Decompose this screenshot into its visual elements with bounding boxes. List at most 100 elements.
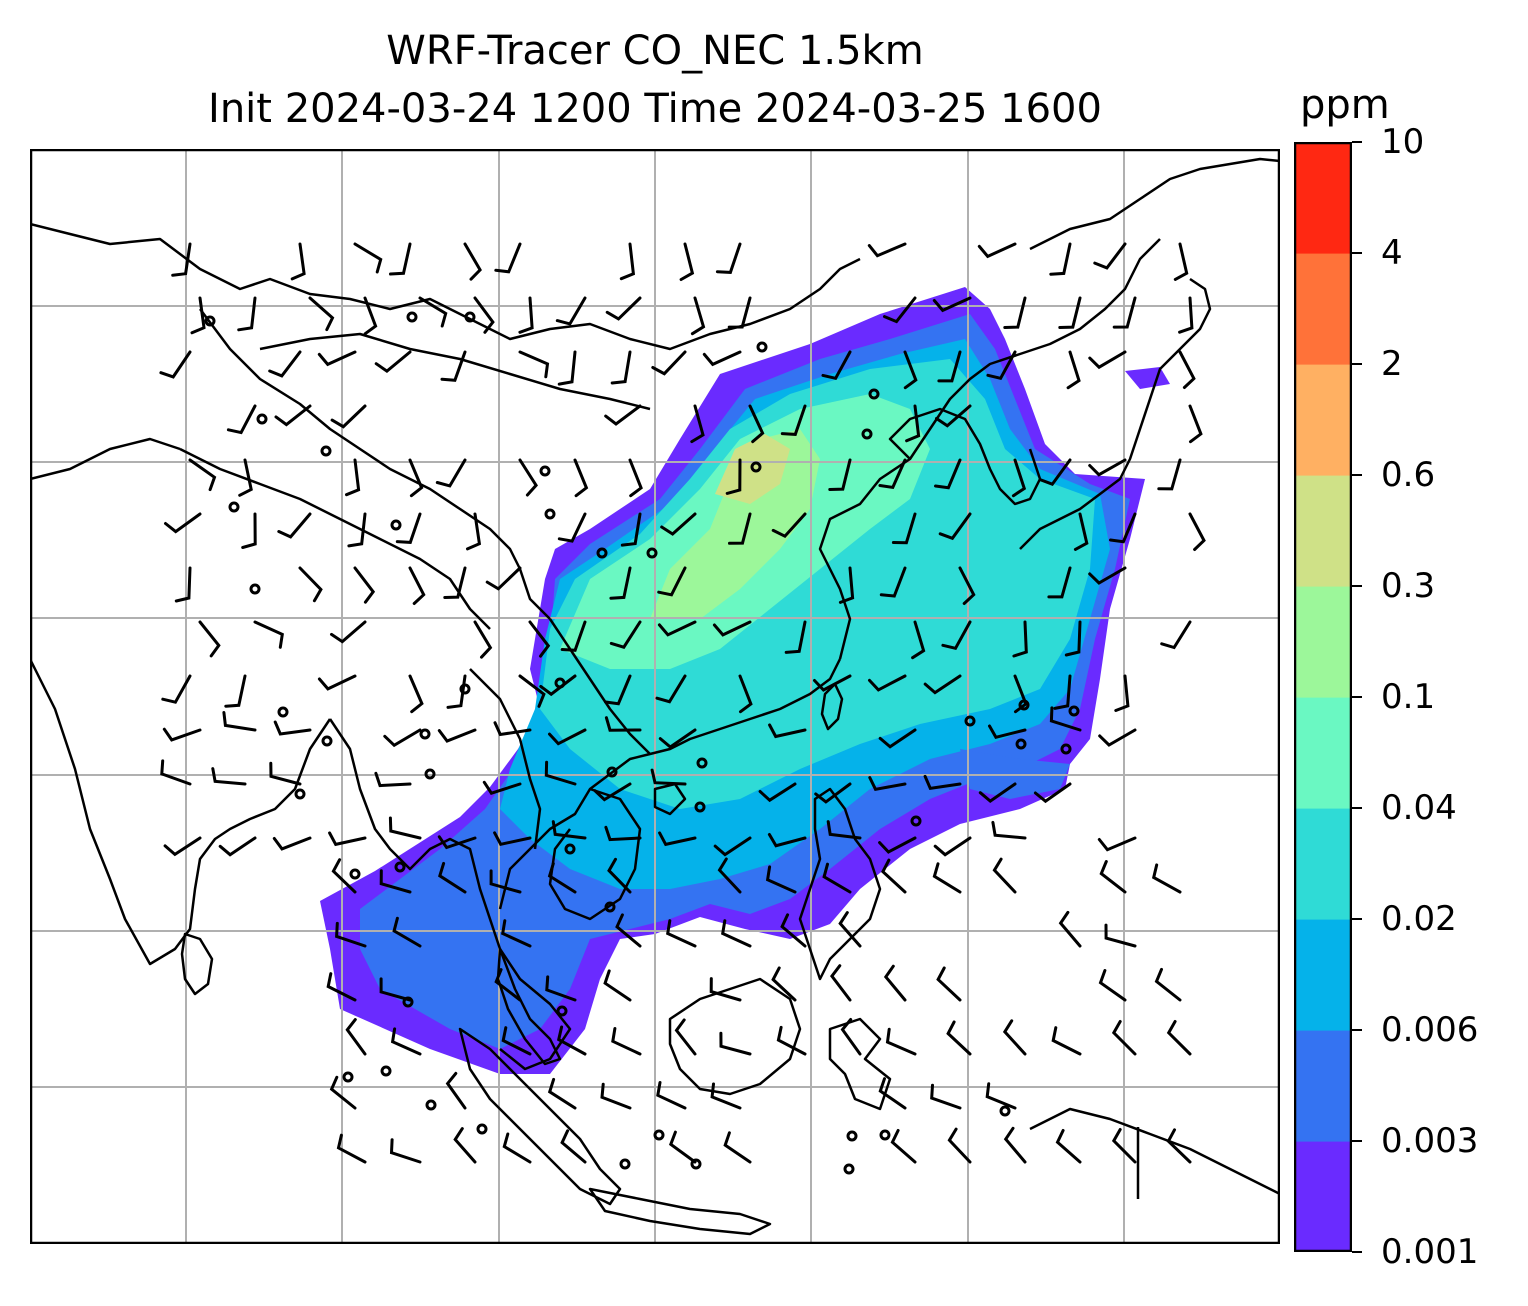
colorbar-tick-label: 0.003 <box>1381 1121 1479 1161</box>
wind-barb <box>992 857 1017 894</box>
wind-barb <box>198 620 221 658</box>
wind-barb <box>986 350 1017 381</box>
wind-barb <box>702 350 742 367</box>
wind-barb <box>1112 296 1137 329</box>
colorbar-unit-label: ppm <box>1300 82 1390 128</box>
wind-barb <box>656 1081 687 1110</box>
colorbar-tick-label: 0.001 <box>1381 1232 1479 1272</box>
colorbar-swatch <box>1294 475 1352 587</box>
wind-barb <box>881 858 907 894</box>
wind-barb <box>821 350 852 381</box>
wind-barb <box>710 1082 742 1110</box>
wind-barb <box>331 858 357 894</box>
colorbar-tick-label: 0.02 <box>1381 899 1457 939</box>
colorbar-tick-label: 0.1 <box>1381 677 1436 717</box>
wind-barb <box>780 404 807 436</box>
wind-barb <box>551 820 587 840</box>
wind-barb <box>329 1075 357 1110</box>
colorbar-tick-mark <box>1352 1251 1362 1253</box>
wind-barb <box>485 566 522 591</box>
wind-barb <box>947 1127 972 1164</box>
wind-barb <box>826 820 862 840</box>
wind-barb <box>544 760 577 786</box>
wind-barb <box>573 458 589 498</box>
coastline-bohai-korea <box>888 407 1042 506</box>
wind-barb <box>958 566 976 605</box>
wind-barb <box>709 977 742 1002</box>
wind-barb <box>473 296 495 334</box>
wind-barb <box>1188 404 1203 444</box>
colorbar-tick-label: 4 <box>1381 233 1403 273</box>
colorbar-tick-mark <box>1352 252 1362 254</box>
wind-barb <box>1011 458 1027 498</box>
wind-barb <box>463 242 482 281</box>
wind-barb <box>379 977 412 1002</box>
wind-barb <box>466 512 482 551</box>
wind-barb <box>389 1138 422 1164</box>
wind-barb <box>1154 967 1182 1002</box>
calm-wind-circle <box>204 315 216 327</box>
wind-barb <box>883 296 917 324</box>
wind-barb <box>298 566 323 603</box>
calm-wind-circle <box>910 815 922 827</box>
coastline-india <box>30 658 332 966</box>
wind-barb <box>936 966 962 1002</box>
wind-barb <box>878 458 907 490</box>
calm-wind-circle <box>564 843 576 855</box>
wind-barb <box>1013 674 1028 714</box>
colorbar-swatch <box>1294 808 1352 920</box>
calm-wind-circle <box>756 341 768 353</box>
wind-barb <box>651 350 687 376</box>
border-mongolia-north <box>259 332 651 411</box>
wind-barb <box>935 404 972 428</box>
calm-wind-circle <box>846 1130 858 1142</box>
wind-barb <box>615 913 642 948</box>
wind-barb <box>547 862 577 894</box>
wind-barb <box>501 919 532 948</box>
calm-wind-circle <box>394 861 406 873</box>
wind-barb <box>937 350 962 383</box>
colorbar-tick-mark <box>1352 807 1362 809</box>
calm-wind-circle <box>653 1129 665 1141</box>
wind-barb <box>557 350 577 386</box>
wind-barb <box>443 566 467 599</box>
wind-barb <box>347 512 367 548</box>
wind-barb <box>489 869 522 894</box>
wind-barb <box>493 831 532 847</box>
wind-barb <box>674 1018 697 1056</box>
colorbar-tick-mark <box>1352 1140 1362 1142</box>
wind-barb <box>883 964 907 1002</box>
colorbar-swatch <box>1294 586 1352 698</box>
wind-barb <box>666 919 697 948</box>
wind-barb <box>317 350 357 367</box>
wind-barb <box>1053 674 1072 710</box>
wind-barb <box>269 761 302 786</box>
wind-barb <box>238 458 253 497</box>
wind-barb <box>1058 910 1082 948</box>
border-myanmar-thailand <box>469 668 542 850</box>
wind-barb <box>1066 350 1081 390</box>
wind-barb <box>1047 566 1072 599</box>
wind-barb <box>547 1077 577 1110</box>
wind-barb <box>1178 350 1196 389</box>
wind-barb <box>868 674 907 692</box>
wind-barb <box>719 1031 752 1056</box>
colorbar-tick-label: 0.6 <box>1381 455 1436 495</box>
colorbar-tick-label: 0.04 <box>1381 788 1457 828</box>
wind-barb <box>345 1018 367 1056</box>
wind-barb <box>765 865 797 894</box>
wind-barb <box>163 836 202 857</box>
wind-barb <box>345 458 361 497</box>
calm-wind-circle <box>694 801 706 813</box>
calm-wind-circle <box>380 1065 392 1077</box>
wind-barb <box>891 512 917 545</box>
wind-barb <box>767 833 807 848</box>
wind-barb <box>408 674 424 714</box>
colorbar-swatch <box>1294 697 1352 809</box>
wind-barb <box>723 1131 752 1164</box>
calm-wind-circle <box>861 428 873 440</box>
wind-barb <box>174 566 192 603</box>
wind-barb <box>159 350 192 379</box>
wind-barb <box>188 458 217 492</box>
wind-barb <box>557 512 587 543</box>
